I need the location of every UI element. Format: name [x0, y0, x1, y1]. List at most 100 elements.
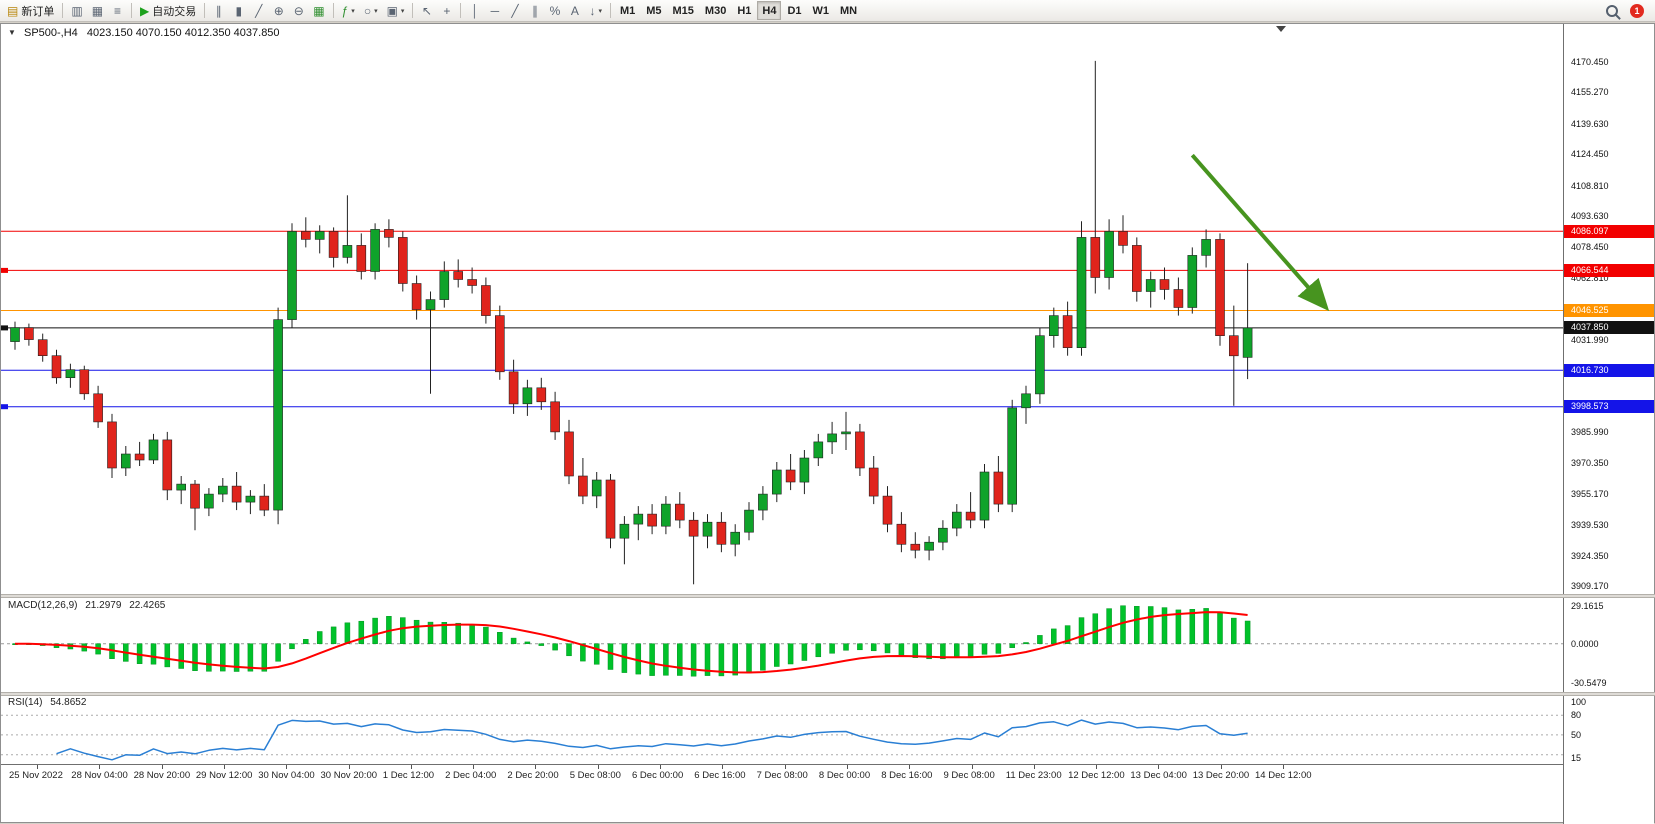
arrows-button[interactable]: ↓ ▾ [585, 1, 606, 20]
channel-button[interactable]: ∥ [525, 1, 544, 20]
macd-pane[interactable] [1, 598, 1564, 697]
dropdown-caret-icon: ▾ [351, 7, 355, 15]
rsi-title: RSI(14) [8, 697, 43, 708]
text-button[interactable]: A [565, 1, 584, 20]
toolbar-items: ▤ 新订单 ▥ ▦ ≡ ▶ 自动交易 ∥ ▮ ╱ ⊕ ⊖ ▦ ƒ ▾ ○ ▾ ▣ ▾ ↖ + │ ─ ╱ ∥% A ↓ ▾ M1 M5 M1… [3, 1, 1602, 20]
templates-icon: ▣ [386, 3, 398, 18]
timeframe-h4-label: H4 [762, 4, 777, 17]
price-marker: 3998.573 [1564, 400, 1654, 414]
zoom-in-button[interactable]: ⊕ [269, 1, 288, 20]
candle-chart-button[interactable]: ▮ [229, 1, 248, 20]
cursor-button[interactable]: ↖ [417, 1, 436, 20]
fibonacci-icon: % [549, 3, 561, 18]
time-axis[interactable]: 25 Nov 2022 28 Nov 04:00 28 Nov 20:00 29 No… [1, 764, 1565, 788]
time-axis-label: 7 Dec 08:00 [756, 770, 808, 781]
time-tick [410, 765, 412, 769]
time-axis-label: 6 Dec 16:00 [694, 770, 746, 781]
price-axis-label: 4093.630 [1571, 211, 1609, 222]
time-axis-label: 2 Dec 20:00 [507, 770, 559, 781]
fibonacci-button[interactable]: % [545, 1, 564, 20]
new-order-button-label: 新订单 [21, 5, 55, 18]
zoom-in-icon: ⊕ [273, 3, 284, 18]
timeframe-w1[interactable]: W1 [808, 1, 835, 20]
chart-window: ▼ SP500-,H4 4023.150 4070.150 4012.350 4… [0, 23, 1655, 824]
auto-trading-icon: ▶ [140, 3, 150, 18]
trend-arrow-annotation[interactable] [1190, 153, 1330, 312]
templates-button[interactable]: ▣ ▾ [383, 1, 409, 20]
bar-chart-button[interactable]: ∥ [209, 1, 228, 20]
time-axis-label: 28 Nov 20:00 [133, 770, 191, 781]
market-watch-button[interactable]: ≡ [108, 1, 127, 20]
charts-button[interactable]: ▥ [67, 1, 86, 20]
new-order-button[interactable]: ▤ 新订单 [3, 1, 58, 20]
timeframe-d1[interactable]: D1 [782, 1, 806, 20]
time-axis-label: 29 Nov 12:00 [195, 770, 253, 781]
dropdown-caret-icon: ▾ [598, 7, 602, 15]
indicators-icon: ƒ [341, 3, 349, 18]
horizontal-line-icon: ─ [490, 3, 500, 18]
periods-icon: ○ [363, 3, 372, 18]
candles-series [10, 60, 1253, 585]
time-tick [535, 765, 537, 769]
one-click-collapse-icon[interactable]: ▼ [8, 28, 16, 37]
toolbar-separator [332, 3, 334, 18]
tile-windows-icon: ▦ [313, 3, 325, 18]
time-tick [473, 765, 475, 769]
alerts-button[interactable]: 1 [1626, 1, 1648, 20]
price-axis[interactable]: 4170.450 4155.270 4139.630 4124.450 4108.810… [1563, 24, 1654, 824]
timeframe-h1-label: H1 [737, 4, 752, 17]
toolbar-separator [460, 3, 462, 18]
indicators-button[interactable]: ƒ ▾ [338, 1, 359, 20]
main-chart-pane[interactable] [1, 24, 1564, 599]
panel-splitter[interactable] [1, 692, 1655, 696]
macd-scale-label: 0.0000 [1571, 638, 1599, 649]
timeframe-mn-label: MN [840, 4, 858, 17]
macd-scale-label: 29.1615 [1571, 601, 1604, 612]
zoom-out-button[interactable]: ⊖ [289, 1, 308, 20]
chart-shift-marker[interactable] [1276, 26, 1286, 32]
price-axis-label: 4155.270 [1571, 87, 1609, 98]
time-axis-label: 28 Nov 04:00 [71, 770, 128, 781]
toolbar-right: 1 [1602, 1, 1652, 20]
profiles-button[interactable]: ▦ [88, 1, 107, 20]
horizontal-line-button[interactable]: ─ [485, 1, 504, 20]
timeframe-mn[interactable]: MN [835, 1, 862, 20]
macd-value-signal: 22.4265 [129, 600, 166, 611]
timeframe-m5[interactable]: M5 [641, 1, 666, 20]
market-watch-icon: ≡ [114, 3, 122, 18]
time-tick [909, 765, 911, 769]
trendline-button[interactable]: ╱ [505, 1, 524, 20]
profiles-icon: ▦ [91, 3, 104, 18]
time-axis-label: 8 Dec 16:00 [881, 770, 933, 781]
timeframe-h1[interactable]: H1 [732, 1, 756, 20]
crosshair-button[interactable]: + [437, 1, 456, 20]
time-tick [597, 765, 599, 769]
timeframe-m1[interactable]: M1 [615, 1, 640, 20]
macd-value-main: 21.2979 [85, 600, 122, 611]
timeframe-h4[interactable]: H4 [757, 1, 782, 20]
vertical-line-button[interactable]: │ [465, 1, 484, 20]
time-tick [99, 765, 101, 769]
vertical-line-icon: │ [471, 3, 479, 18]
tile-windows-button[interactable]: ▦ [309, 1, 328, 20]
timeframe-m30[interactable]: M30 [700, 1, 731, 20]
toolbar-separator [412, 3, 414, 18]
time-axis-label: 30 Nov 04:00 [258, 770, 315, 781]
search-button[interactable] [1602, 1, 1622, 20]
price-axis-label: 3985.990 [1571, 426, 1609, 437]
rsi-line [56, 719, 1248, 761]
auto-trading-button-label: 自动交易 [152, 5, 197, 18]
timeframe-m15-label: M15 [672, 4, 694, 17]
timeframe-m15[interactable]: M15 [668, 1, 699, 20]
panel-splitter[interactable] [1, 594, 1655, 598]
timeframe-w1-label: W1 [812, 4, 830, 17]
price-axis-label: 3924.350 [1571, 550, 1609, 561]
toolbar-separator [609, 3, 611, 18]
line-chart-button[interactable]: ╱ [249, 1, 268, 20]
auto-trading-button[interactable]: ▶ 自动交易 [136, 1, 200, 20]
time-tick [37, 765, 38, 769]
rsi-pane[interactable] [1, 696, 1564, 769]
time-tick [722, 765, 724, 769]
horizontal-lines[interactable] [1, 230, 1564, 410]
periods-button[interactable]: ○ ▾ [360, 1, 382, 20]
